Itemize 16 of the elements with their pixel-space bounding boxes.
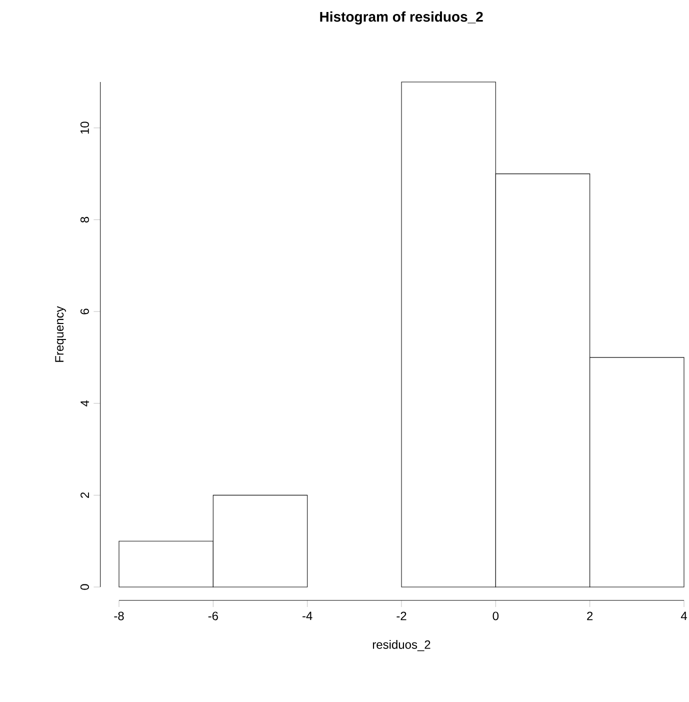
y-tick-label: 10 (80, 122, 89, 134)
y-tick-label: 0 (80, 584, 89, 590)
y-axis-title: Frequency (55, 306, 66, 362)
x-tick-label: -6 (208, 612, 218, 620)
x-tick-label: -8 (114, 612, 124, 620)
x-axis-title: residuos_2 (372, 640, 430, 652)
x-tick-label: -4 (302, 612, 312, 620)
chart-title: Histogram of residuos_2 (320, 11, 483, 25)
x-tick-label: 4 (680, 612, 687, 620)
y-tick-label: 6 (80, 308, 89, 314)
x-tick-label: -2 (396, 612, 406, 620)
x-tick-label: 2 (587, 612, 593, 620)
x-tick-label: 0 (492, 612, 499, 620)
y-tick-label: 4 (80, 400, 89, 406)
y-tick-label: 2 (80, 492, 89, 498)
y-tick-label: 8 (80, 216, 89, 223)
